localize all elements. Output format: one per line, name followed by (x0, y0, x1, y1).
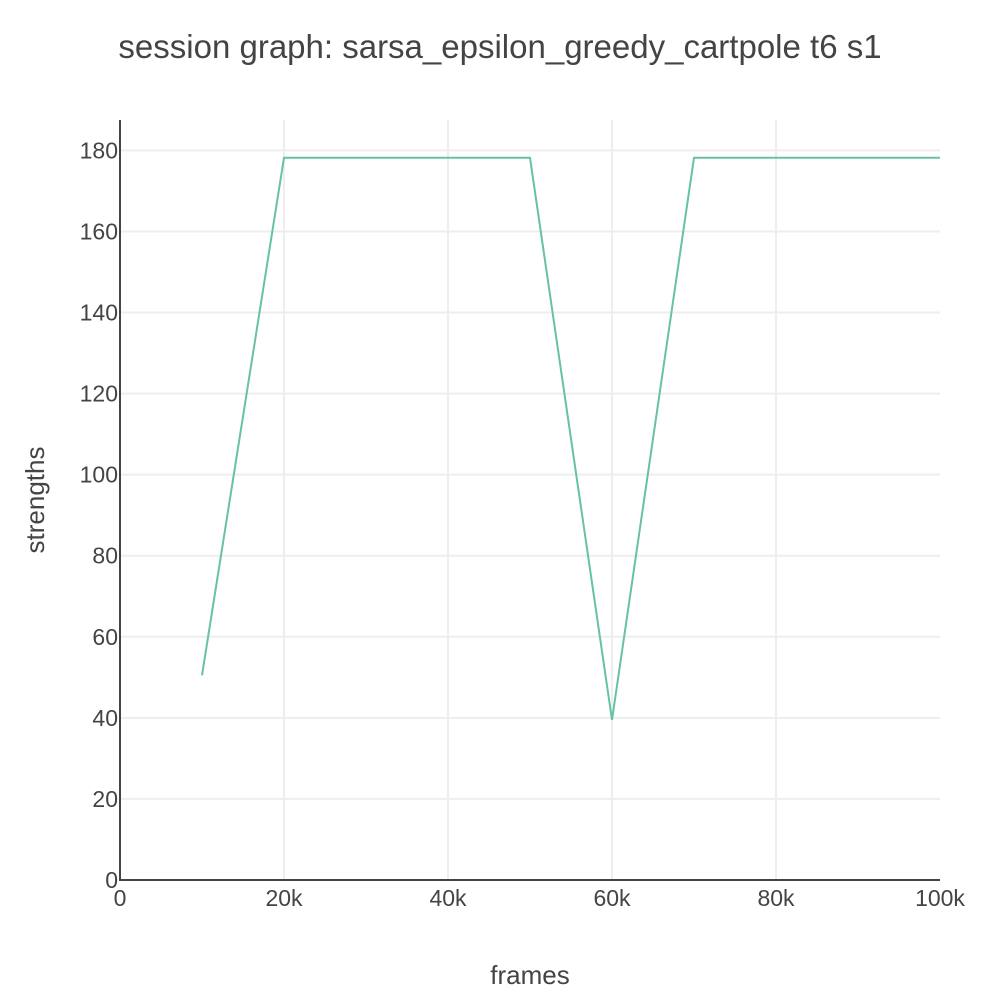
y-tick-label: 20 (92, 786, 118, 812)
x-axis-title: frames (490, 960, 569, 990)
x-tick-label: 40k (429, 885, 467, 911)
chart-title: session graph: sarsa_epsilon_greedy_cart… (118, 28, 882, 65)
y-axis-title: strengths (20, 447, 50, 554)
series-line-0 (201, 156, 940, 721)
y-tick-label: 0 (105, 867, 118, 893)
y-tick-label: 80 (92, 543, 118, 569)
x-tick-label: 80k (757, 885, 795, 911)
y-tick-label: 140 (80, 300, 118, 326)
x-tick-label: 60k (593, 885, 631, 911)
y-tick-label: 120 (80, 381, 118, 407)
y-tick-label: 60 (92, 624, 118, 650)
y-tick-label: 180 (80, 137, 118, 163)
gridlines (120, 120, 940, 880)
tick-labels: 0 20 40 60 80 100 120 140 160 180 0 20k 40k 60k 80k 100… (80, 137, 966, 911)
x-tick-label: 0 (114, 885, 127, 911)
series-layer (201, 156, 940, 721)
y-tick-label: 100 (80, 462, 118, 488)
x-tick-label: 100k (915, 885, 965, 911)
x-tick-label: 20k (265, 885, 303, 911)
axes (119, 120, 940, 881)
y-tick-label: 160 (80, 218, 118, 244)
y-tick-label: 40 (92, 705, 118, 731)
